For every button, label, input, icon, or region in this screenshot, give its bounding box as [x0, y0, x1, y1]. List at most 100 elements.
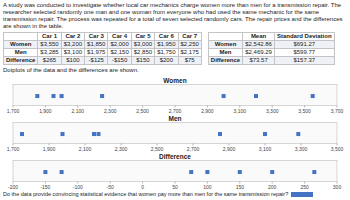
table-cell: $73.57 [243, 57, 275, 65]
column-header: Standard Deviation [274, 33, 334, 41]
question-text: Do the data provide convincing statistic… [3, 191, 288, 197]
dot [270, 170, 274, 174]
table-cell: $157.37 [274, 57, 334, 65]
data-table: Car 1Car 2Car 3Car 4Car 5Car 6Car 7Women… [3, 32, 202, 65]
table-cell: $2,175 [178, 49, 201, 57]
dotplot-panel: Difference-200-150-100-50050100150200250… [8, 153, 341, 190]
dot [43, 170, 47, 174]
table-cell: $200 [155, 57, 178, 65]
dots [35, 94, 314, 98]
tick-label: -150 [40, 184, 50, 190]
corner-cell [208, 33, 242, 41]
plot-frame [13, 123, 337, 144]
table-cell: $2,150 [108, 49, 131, 57]
dot [218, 132, 222, 136]
dot [100, 94, 104, 98]
plot-frame [13, 161, 337, 182]
dots [43, 170, 316, 174]
dot [263, 132, 267, 136]
table-cell: $3,285 [38, 49, 61, 57]
dot [61, 132, 65, 136]
table-cell: $691.27 [274, 41, 334, 49]
row-header: Difference [4, 57, 38, 65]
tick-label: 3,500 [298, 108, 311, 114]
panel-title: Men [169, 115, 182, 122]
dot [296, 132, 300, 136]
tick-label: 3,100 [259, 146, 272, 152]
dotplot-text: Dotplots of the data and the differences… [3, 67, 347, 74]
table-cell: $2,850 [131, 49, 154, 57]
dot [60, 170, 64, 174]
table-cell: $1,850 [85, 41, 108, 49]
table-cell: $3,200 [61, 41, 84, 49]
dots [20, 132, 300, 136]
tick-label: 200 [268, 184, 277, 190]
plot-frame [13, 85, 337, 106]
dot [189, 170, 193, 174]
tick-label: 1,900 [39, 108, 52, 114]
column-header: Car 2 [61, 33, 84, 41]
row-header: Women [208, 41, 242, 49]
dotplot-panel: Women1,7001,9002,1002,3002,5002,7002,900… [7, 77, 344, 114]
data-table: MeanStandard DeviationWomen$2,542.86$691… [208, 32, 335, 65]
column-header: Car 4 [108, 33, 131, 41]
column-header: Car 6 [155, 33, 178, 41]
dot [312, 170, 316, 174]
table-cell: $1,750 [155, 49, 178, 57]
tick-label: 1,700 [7, 108, 20, 114]
dot [35, 94, 39, 98]
table-cell: $265 [38, 57, 61, 65]
dot [222, 94, 226, 98]
dotplot-panel: Men1,7001,9002,1002,3002,5002,7002,9003,… [7, 115, 344, 152]
table-row: Difference$73.57$157.37 [208, 57, 334, 65]
row-header: Women [4, 41, 38, 49]
panel-title: Difference [159, 153, 191, 160]
question: Do the data provide convincing statistic… [3, 191, 347, 198]
tick-label: 3,300 [266, 108, 279, 114]
tick-label: -50 [107, 184, 114, 190]
column-header: Car 7 [178, 33, 201, 41]
tick-label: 2,300 [115, 146, 128, 152]
panel-title: Women [163, 77, 186, 84]
table-cell: $1,975 [85, 49, 108, 57]
tick-label: 2,700 [187, 146, 200, 152]
table-cell: $3,100 [61, 49, 84, 57]
tick-label: -100 [73, 184, 83, 190]
intro-text: A study was conducted to investigate whe… [3, 2, 347, 30]
tick-label: 250 [300, 184, 309, 190]
table-row: Women$3,550$3,200$1,850$2,000$3,000$1,95… [4, 41, 202, 49]
tick-label: 0 [141, 184, 144, 190]
tick-label: 3,700 [331, 108, 344, 114]
tick-label: 100 [203, 184, 212, 190]
dot [92, 132, 96, 136]
tick-label: 2,700 [169, 108, 182, 114]
tick-label: 300 [333, 184, 342, 190]
table-row: Men$3,285$3,100$1,975$2,150$2,850$1,750$… [4, 49, 202, 57]
header-row: MeanStandard Deviation [208, 33, 334, 41]
dot [52, 94, 56, 98]
tick-label: 3,500 [331, 146, 344, 152]
dotplots: Women 1,700 1,900 2,100 2,300 2,500 2,700 2,900… [3, 76, 347, 190]
tick-label: 2,900 [201, 108, 214, 114]
tick-label: 150 [236, 184, 245, 190]
table-cell: $150 [131, 57, 154, 65]
table-cell: $2,469.29 [243, 49, 275, 57]
dot [20, 132, 24, 136]
header-row: Car 1Car 2Car 3Car 4Car 5Car 6Car 7 [4, 33, 202, 41]
table-cell: $3,550 [38, 41, 61, 49]
dot [238, 170, 242, 174]
tick-label: 2,100 [79, 146, 92, 152]
page: A study was conducted to investigate whe… [0, 0, 350, 200]
table-cell: $599.77 [274, 49, 334, 57]
tick-label: 1,900 [43, 146, 56, 152]
column-header: Car 1 [38, 33, 61, 41]
answer-box [291, 192, 313, 197]
column-header: Mean [243, 33, 275, 41]
tables: Car 1Car 2Car 3Car 4Car 5Car 6Car 7Women… [3, 32, 347, 65]
tick-label: 2,500 [136, 108, 149, 114]
dot [205, 170, 209, 174]
corner-cell [4, 33, 38, 41]
table-cell: -$150 [108, 57, 131, 65]
dot [254, 94, 258, 98]
table-cell: $2,250 [178, 41, 201, 49]
